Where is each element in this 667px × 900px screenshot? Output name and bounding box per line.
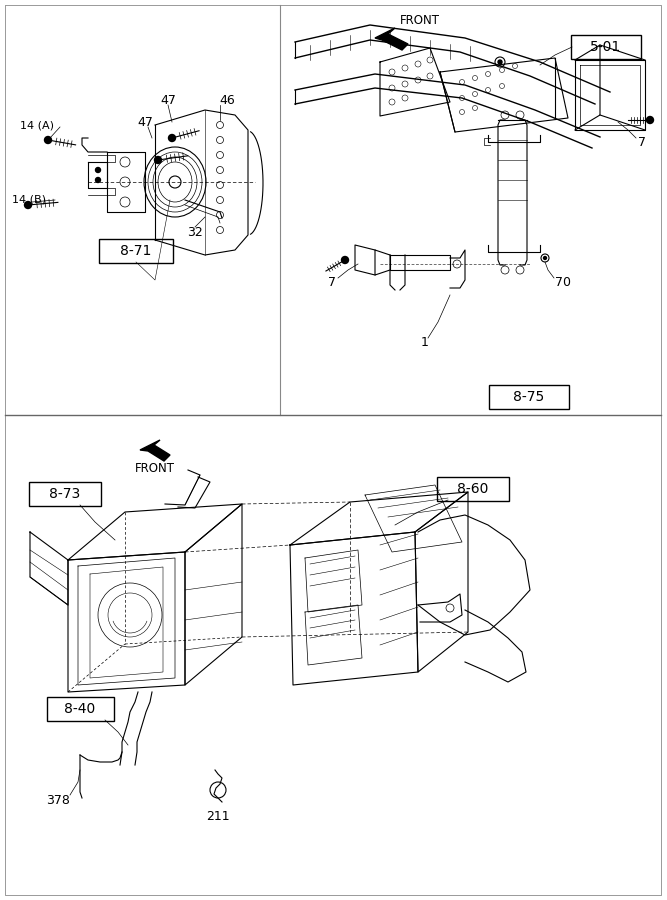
Circle shape [498,60,502,64]
FancyBboxPatch shape [99,239,173,263]
Polygon shape [140,440,170,461]
Text: 47: 47 [137,115,153,129]
FancyBboxPatch shape [571,35,641,59]
Text: 8-71: 8-71 [120,244,151,258]
FancyBboxPatch shape [29,482,101,506]
Text: 47: 47 [160,94,176,106]
FancyBboxPatch shape [437,477,509,501]
Text: 211: 211 [206,809,230,823]
Text: FRONT: FRONT [400,14,440,26]
Circle shape [95,177,101,183]
Text: 8-40: 8-40 [65,702,95,716]
Circle shape [342,256,348,264]
Text: 7: 7 [638,136,646,149]
Polygon shape [375,28,408,50]
Text: 7: 7 [328,275,336,289]
Text: 8-75: 8-75 [514,390,545,404]
Circle shape [646,116,654,123]
FancyBboxPatch shape [47,697,114,721]
Text: 14 (A): 14 (A) [20,120,54,130]
Circle shape [95,167,101,173]
Text: FRONT: FRONT [135,462,175,474]
Circle shape [155,157,161,164]
Text: 5-01: 5-01 [590,40,622,54]
Text: 14 (B): 14 (B) [12,195,46,205]
Circle shape [169,134,175,141]
Circle shape [25,202,31,209]
Text: 8-60: 8-60 [458,482,489,496]
Text: 378: 378 [46,794,70,806]
Text: 1: 1 [421,336,429,348]
Circle shape [544,256,546,259]
Text: 46: 46 [219,94,235,106]
Text: 32: 32 [187,226,203,239]
FancyBboxPatch shape [489,385,569,409]
Text: 8-73: 8-73 [49,487,81,501]
Circle shape [45,137,51,143]
Text: 70: 70 [555,275,571,289]
